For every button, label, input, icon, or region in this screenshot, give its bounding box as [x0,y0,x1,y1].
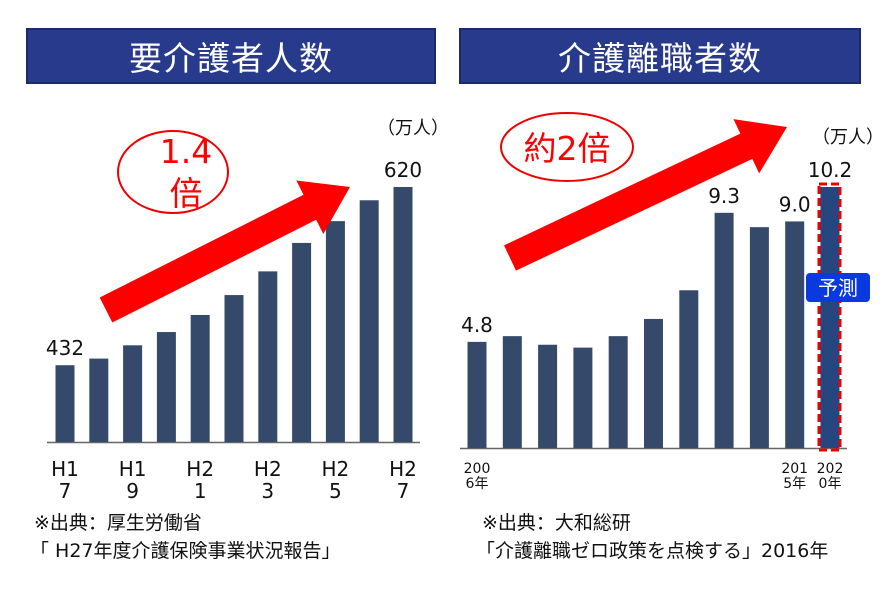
left-source-line1: ※出典：厚生労働省 [34,512,202,534]
chart1-bar-2009年 [573,347,593,448]
chart1-bar-2007年 [502,336,522,448]
right-multiplier-ellipse [500,112,634,182]
left-multiplier-ellipse [117,130,229,214]
chart1-data-label: 10.2 [808,158,853,182]
chart0-bar-H21 [190,314,210,442]
left-multiplier-text: 1.4 [160,132,212,171]
chart0-bar-H26 [359,200,379,442]
chart0-bar-H17 [55,365,75,442]
forecast-badge-label: 予測 [818,276,858,300]
chart0-bar-H23 [258,271,278,442]
right-chart-title: 介護離職者数 [459,28,861,84]
chart0-data-label: 620 [384,158,422,182]
chart0-bar-H20 [156,332,176,442]
chart1-bar-2010年 [608,336,628,448]
right-source-line2: 「介護離職ゼロ政策を点検する」2016年 [476,540,829,562]
chart1-bar-2014年 [749,227,769,448]
chart0-bar-H22 [224,295,244,442]
right-growth-arrow [504,119,787,271]
chart0-x-tick-label: H25 [321,457,350,503]
chart0-x-tick-label: H17 [51,457,79,503]
chart0-bar-H27 [393,187,413,442]
chart1-x-tick-label: 2015年 [781,461,809,493]
chart0-unit-label: （万人） [377,118,449,139]
left-chart-title: 要介護者人数 [26,28,436,84]
chart0-x-tick-label: H19 [118,457,147,503]
chart1-bar-2013年 [714,212,734,448]
chart1-x-tick-label: 2006年 [463,461,491,493]
forecast-badge [806,273,870,302]
chart0-x-tick-label: H21 [186,457,215,503]
chart1-unit-label: （万人） [812,127,884,148]
chart1-data-label: 4.8 [461,313,493,337]
chart0-data-label: 432 [46,336,84,360]
chart0-x-tick-label: H23 [253,457,282,503]
chart1-bar-2006年 [467,341,487,448]
chart1-bar-2008年 [538,344,558,448]
chart1-x-tick-label: 2020年 [816,461,844,493]
chart1-bar-2011年 [644,318,663,448]
chart0-x-tick-label: H27 [389,457,417,503]
chart0-bar-H25 [325,221,345,442]
chart1-data-label: 9.3 [708,184,740,208]
left-growth-arrow [99,180,350,323]
chart1-bar-2012年 [679,290,699,448]
chart1-bar-2015年 [785,221,805,448]
chart1-data-label: 9.0 [779,192,811,216]
right-source-line1: ※出典：大和総研 [482,512,631,534]
chart1-bar-2020年 [820,187,840,448]
chart0-bar-H19 [123,345,143,442]
chart0-bar-H18 [89,358,109,442]
left-multiplier-unit: 倍 [170,174,203,213]
right-multiplier-text: 約2倍 [524,129,611,168]
left-source-line2: 「 H27年度介護保険事業状況報告」 [30,540,341,562]
chart0-bar-H24 [292,242,312,442]
